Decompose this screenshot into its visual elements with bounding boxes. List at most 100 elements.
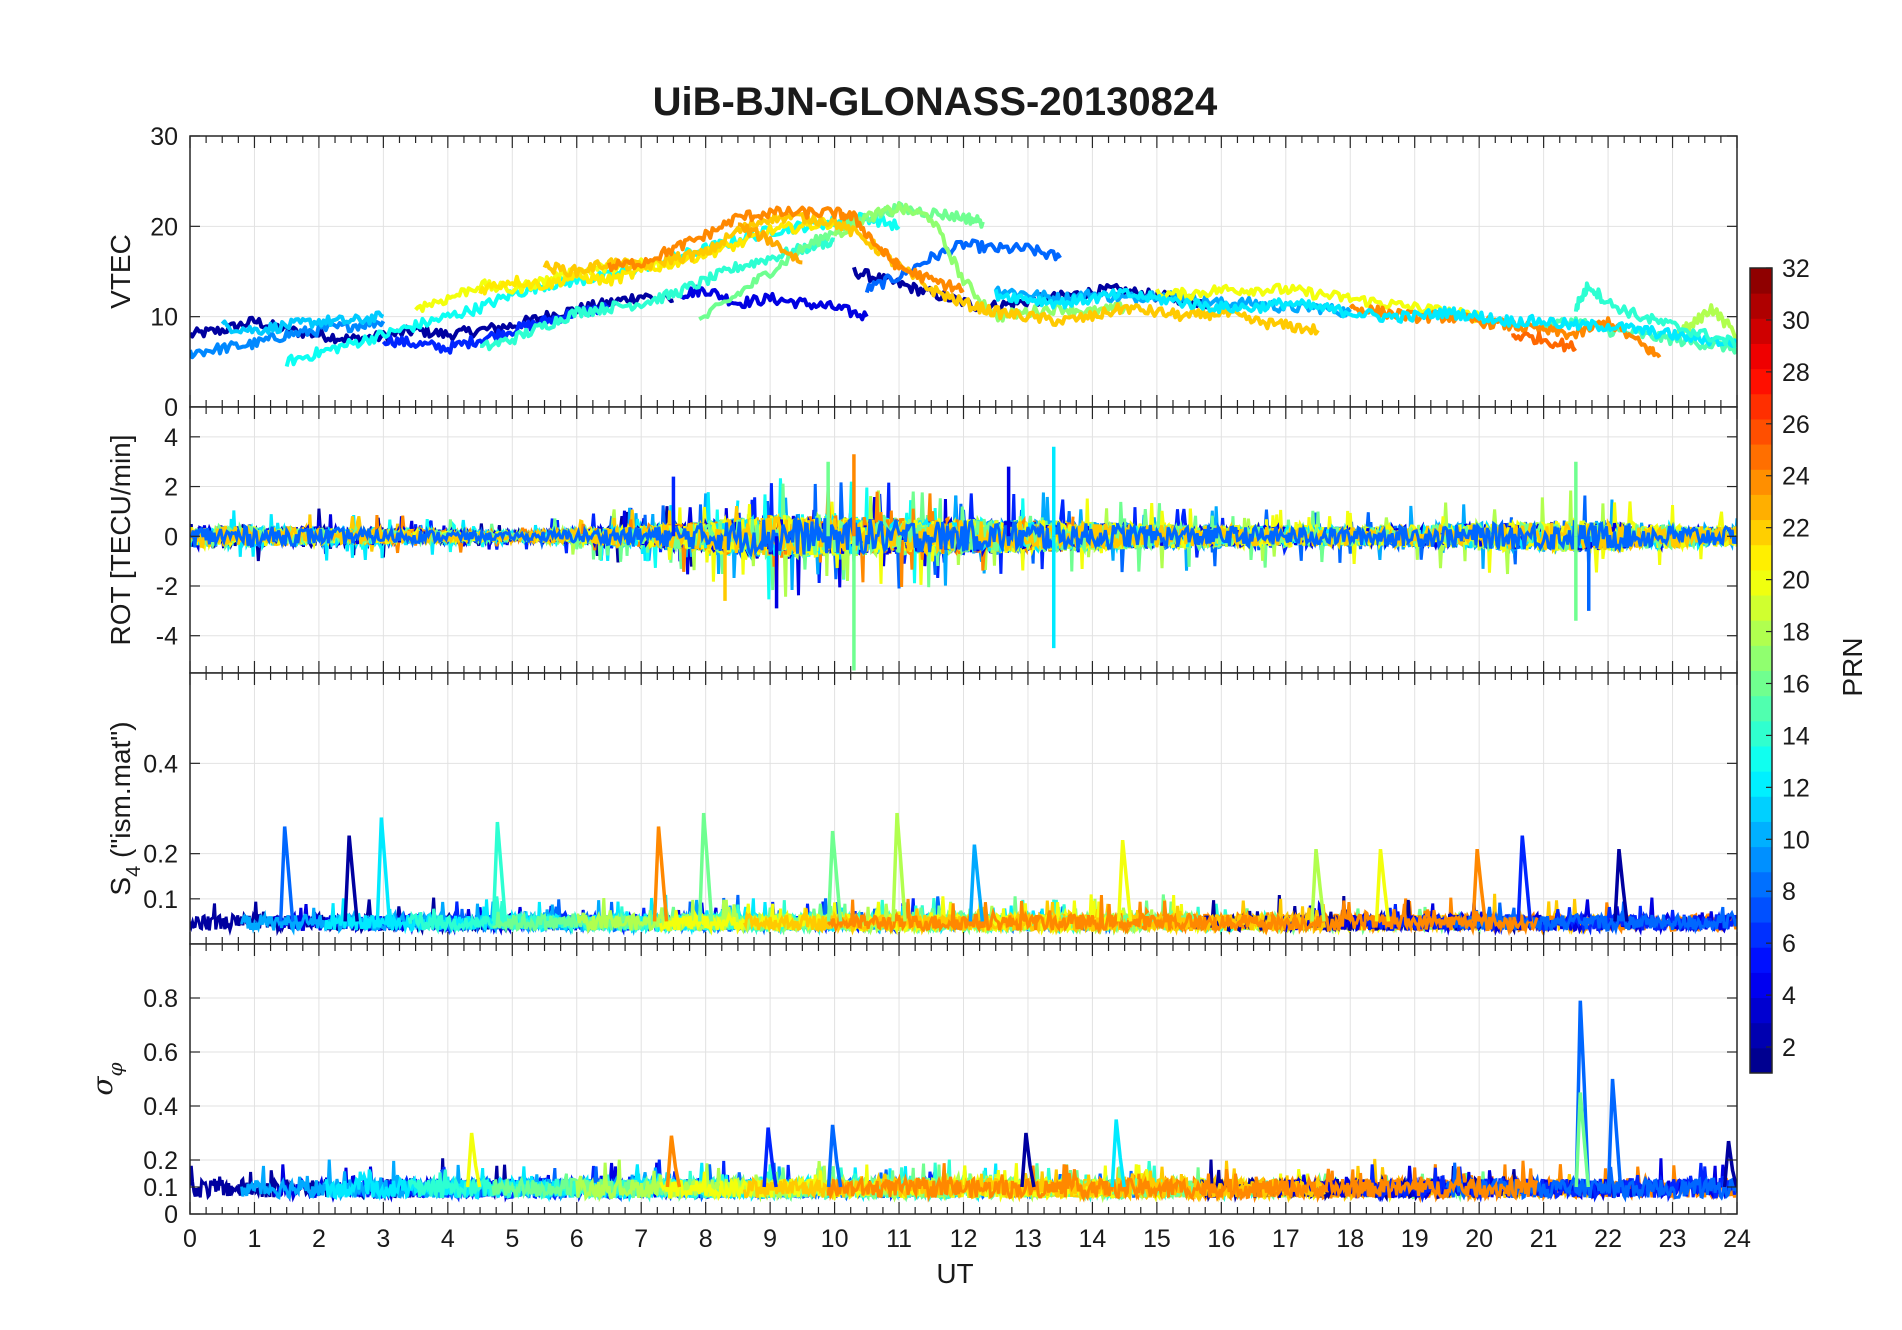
x-ticks: [189, 136, 1738, 407]
colorbar-cell: [1750, 418, 1772, 445]
y-tick-label: -2: [156, 573, 178, 601]
x-tick-label: 5: [505, 1225, 519, 1253]
colorbar-tick-label: 14: [1782, 722, 1810, 750]
x-ticks: [189, 944, 1738, 1214]
panel-vtec: 0 10 20 30 VTEC: [105, 123, 1738, 422]
y-tick-label: 30: [150, 123, 178, 151]
spike-prn-10: [968, 844, 985, 922]
y-tick-label: 0.2: [143, 841, 178, 869]
colorbar-cell: [1750, 846, 1772, 873]
spike-prn-8: [1574, 1000, 1591, 1188]
series-line-prn-16: [698, 201, 985, 321]
colorbar-cell: [1750, 595, 1772, 621]
colorbar-cell: [1750, 519, 1772, 546]
data-lines: [190, 201, 1737, 368]
x-tick-label: 7: [634, 1225, 648, 1253]
x-tick-label: 10: [821, 1225, 849, 1253]
colorbar-cell: [1750, 444, 1772, 470]
x-tick-label: 20: [1465, 1225, 1493, 1253]
x-tick-label: 21: [1530, 1225, 1558, 1253]
y-tick-label: -4: [156, 623, 178, 651]
x-ticks: [189, 407, 1738, 673]
colorbar-tick-label: 8: [1782, 878, 1796, 906]
x-tick-label: 22: [1594, 1225, 1622, 1253]
x-tick-label: 8: [699, 1225, 713, 1253]
spike-prn-12: [375, 817, 392, 922]
spike-prn-20: [1116, 839, 1133, 922]
x-axis-label: UT: [936, 1258, 973, 1289]
x-tick-label: 17: [1272, 1225, 1300, 1253]
figure-title: UiB-BJN-GLONASS-20130824: [653, 80, 1218, 124]
colorbar-cell: [1750, 947, 1772, 973]
x-tick-label: 18: [1336, 1225, 1364, 1253]
colorbar-tick-label: 18: [1782, 619, 1810, 647]
spike-prn-12: [1110, 1119, 1126, 1188]
series-line-prn-12: [993, 287, 1737, 348]
spike-prn-16: [826, 830, 843, 922]
x-tick-label: 1: [248, 1225, 262, 1253]
x-tick-label: 6: [570, 1225, 584, 1253]
x-tick-label: 14: [1079, 1225, 1107, 1253]
colorbar-cell: [1750, 670, 1772, 697]
colorbar-tick-label: 20: [1782, 567, 1810, 595]
y-tick-label: 0.6: [143, 1039, 178, 1067]
spike-prn-16: [697, 812, 714, 922]
series-line-prn-8: [864, 238, 1062, 294]
spike-prn-2: [343, 835, 359, 922]
colorbar-cell: [1750, 771, 1772, 797]
colorbar-cell: [1750, 569, 1772, 596]
series-line-prn-25: [1510, 331, 1577, 353]
colorbar-tick-label: 30: [1782, 307, 1810, 335]
spike-prn-2: [1722, 1140, 1737, 1188]
series-line-prn-24: [607, 205, 965, 294]
colorbar-tick-label: 24: [1782, 463, 1810, 491]
panel-rot: -4 -2 0 2 4 ROT [TECU/min]: [105, 406, 1738, 674]
y-tick-label: 0.4: [143, 1093, 178, 1121]
series-line-prn-14: [1573, 281, 1737, 349]
colorbar-cell: [1750, 972, 1772, 999]
y-tick-label: 20: [150, 213, 178, 241]
colorbar-cell: [1750, 922, 1772, 948]
series-line-prn-17: [832, 202, 1127, 323]
data-lines: [190, 1000, 1737, 1204]
x-tick-label: 9: [763, 1225, 777, 1253]
y-axis-label: σφ: [86, 1062, 127, 1095]
colorbar-cell: [1750, 343, 1772, 370]
spike-prn-24: [1471, 848, 1487, 922]
colorbar-tick-label: 10: [1782, 826, 1810, 854]
spike-prn-20: [465, 1132, 482, 1188]
colorbar-cell: [1750, 620, 1772, 646]
colorbar-cell: [1750, 997, 1772, 1024]
spike-prn-2: [1613, 848, 1629, 922]
y-tick-label: 0: [164, 1201, 178, 1229]
y-tick-label: 0.1: [143, 886, 178, 914]
x-tick-label: 19: [1401, 1225, 1429, 1253]
y-tick-label: 0.1: [143, 1174, 178, 1202]
y-axis-label: S4 ("ism.mat"): [105, 721, 145, 895]
series-line-prn-4: [679, 284, 869, 322]
colorbar-tick-label: 6: [1782, 930, 1796, 958]
colorbar-label: PRN: [1837, 637, 1868, 696]
panel-sigma_phi: 00.10.2 0.4 0.6 0.8 σφ: [86, 943, 1738, 1229]
series-line-prn-8: [1445, 1162, 1737, 1203]
y-axis-label: ROT [TECU/min]: [105, 434, 136, 645]
x-tick-label: 13: [1014, 1225, 1042, 1253]
colorbar-tick-label: 2: [1782, 1034, 1796, 1062]
x-tick-label: 2: [312, 1225, 326, 1253]
colorbar-cell: [1750, 896, 1772, 923]
colorbar-tick-label: 26: [1782, 411, 1810, 439]
spike-prn-6: [762, 1127, 778, 1188]
x-tick-label: 24: [1723, 1225, 1751, 1253]
spike-prn-2: [1020, 1132, 1036, 1188]
colorbar-cell: [1750, 1047, 1772, 1074]
y-tick-label: 0: [164, 523, 178, 551]
y-tick-label: 2: [164, 474, 178, 502]
spike-prn-20: [1374, 848, 1391, 922]
series-line-prn-11: [220, 310, 385, 336]
colorbar-cell: [1750, 544, 1772, 571]
spike-prn-8: [1606, 1078, 1623, 1188]
colorbar-tick-label: 4: [1782, 982, 1796, 1010]
spike-prn-16: [1574, 1092, 1591, 1188]
colorbar-cell: [1750, 469, 1772, 495]
data-lines: [190, 446, 1737, 671]
